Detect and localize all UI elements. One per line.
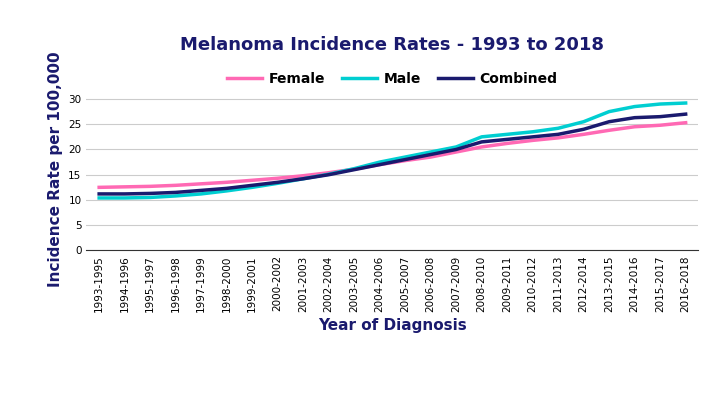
Combined	[146, 191, 155, 196]
Combined	[605, 119, 613, 124]
Male	[681, 101, 690, 105]
Combined	[248, 183, 256, 188]
Female	[248, 178, 256, 183]
Female	[656, 123, 665, 128]
Male	[299, 176, 307, 181]
Female	[528, 138, 537, 143]
Female	[554, 135, 562, 140]
Female	[681, 120, 690, 125]
Combined	[171, 190, 180, 195]
Male	[656, 101, 665, 106]
Female	[120, 184, 129, 189]
Combined	[350, 167, 359, 172]
Female	[222, 180, 231, 185]
Combined	[274, 180, 282, 185]
Male	[146, 195, 155, 200]
Female	[146, 184, 155, 189]
Male	[401, 155, 410, 160]
Male	[580, 119, 588, 124]
X-axis label: Year of Diagnosis: Year of Diagnosis	[318, 318, 467, 332]
Female	[605, 128, 613, 133]
Combined	[375, 162, 384, 167]
Combined	[299, 176, 307, 181]
Male	[630, 104, 639, 109]
Combined	[528, 135, 537, 139]
Combined	[477, 139, 486, 144]
Female	[375, 162, 384, 167]
Female	[350, 167, 359, 172]
Male	[222, 188, 231, 193]
Male	[503, 132, 511, 137]
Female	[171, 183, 180, 188]
Male	[350, 166, 359, 171]
Combined	[324, 172, 333, 177]
Y-axis label: Incidence Rate per 100,000: Incidence Rate per 100,000	[48, 52, 63, 288]
Combined	[222, 186, 231, 191]
Male	[197, 191, 205, 196]
Female	[274, 176, 282, 181]
Male	[477, 135, 486, 139]
Female	[299, 173, 307, 178]
Male	[95, 196, 104, 200]
Legend: Female, Male, Combined: Female, Male, Combined	[222, 67, 563, 92]
Male	[274, 181, 282, 186]
Line: Combined: Combined	[99, 114, 685, 194]
Combined	[120, 191, 129, 196]
Female	[580, 132, 588, 137]
Line: Male: Male	[99, 103, 685, 198]
Female	[452, 149, 461, 154]
Male	[375, 160, 384, 164]
Female	[477, 145, 486, 149]
Combined	[630, 115, 639, 120]
Female	[95, 185, 104, 190]
Combined	[503, 137, 511, 142]
Male	[528, 129, 537, 134]
Male	[120, 196, 129, 200]
Combined	[452, 147, 461, 152]
Combined	[426, 152, 435, 157]
Combined	[401, 157, 410, 162]
Combined	[197, 188, 205, 193]
Male	[324, 172, 333, 177]
Female	[401, 158, 410, 163]
Combined	[580, 127, 588, 132]
Combined	[95, 191, 104, 196]
Line: Female: Female	[99, 123, 685, 187]
Female	[426, 155, 435, 160]
Female	[324, 170, 333, 175]
Male	[248, 185, 256, 190]
Male	[171, 194, 180, 198]
Male	[452, 145, 461, 149]
Male	[605, 109, 613, 114]
Combined	[656, 114, 665, 119]
Female	[197, 181, 205, 186]
Male	[426, 149, 435, 154]
Combined	[554, 132, 562, 137]
Combined	[681, 112, 690, 116]
Female	[503, 141, 511, 146]
Female	[630, 124, 639, 129]
Male	[554, 126, 562, 130]
Title: Melanoma Incidence Rates - 1993 to 2018: Melanoma Incidence Rates - 1993 to 2018	[181, 36, 604, 54]
